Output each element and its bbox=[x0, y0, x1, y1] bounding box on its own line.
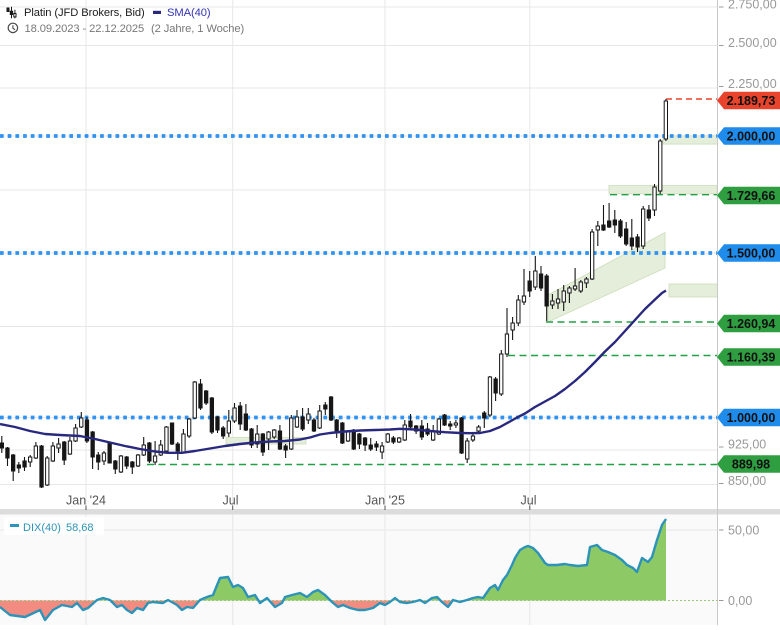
svg-text:2.250,00: 2.250,00 bbox=[728, 77, 777, 91]
svg-text:18.09.2023 - 22.12.2025: 18.09.2023 - 22.12.2025 bbox=[25, 23, 145, 35]
svg-text:1.500,00: 1.500,00 bbox=[727, 246, 776, 260]
svg-text:2.189,73: 2.189,73 bbox=[727, 94, 776, 108]
svg-text:Jan '25: Jan '25 bbox=[365, 494, 405, 508]
svg-text:SMA(40): SMA(40) bbox=[167, 7, 211, 19]
svg-text:(2 Jahre, 1 Woche): (2 Jahre, 1 Woche) bbox=[151, 23, 245, 35]
svg-text:50,00: 50,00 bbox=[728, 523, 759, 537]
svg-text:Jan '24: Jan '24 bbox=[66, 494, 106, 508]
svg-text:2.000,00: 2.000,00 bbox=[727, 129, 776, 143]
svg-text:2.750,00: 2.750,00 bbox=[728, 0, 777, 12]
svg-text:Platin (JFD Brokers, Bid): Platin (JFD Brokers, Bid) bbox=[24, 7, 145, 19]
svg-text:Jul: Jul bbox=[521, 494, 537, 508]
svg-text:889,98: 889,98 bbox=[732, 457, 770, 471]
svg-text:925,00: 925,00 bbox=[728, 438, 766, 452]
svg-text:2.500,00: 2.500,00 bbox=[728, 36, 777, 50]
svg-text:1.000,00: 1.000,00 bbox=[727, 411, 776, 425]
svg-text:1.729,66: 1.729,66 bbox=[727, 189, 776, 203]
svg-text:1.260,94: 1.260,94 bbox=[727, 317, 776, 331]
svg-text:850,00: 850,00 bbox=[728, 474, 766, 488]
svg-text:58,68: 58,68 bbox=[66, 522, 94, 534]
svg-text:0,00: 0,00 bbox=[728, 594, 752, 608]
svg-text:DIX(40): DIX(40) bbox=[23, 522, 61, 534]
svg-text:Jul: Jul bbox=[223, 494, 239, 508]
svg-text:1.160,39: 1.160,39 bbox=[727, 350, 776, 364]
